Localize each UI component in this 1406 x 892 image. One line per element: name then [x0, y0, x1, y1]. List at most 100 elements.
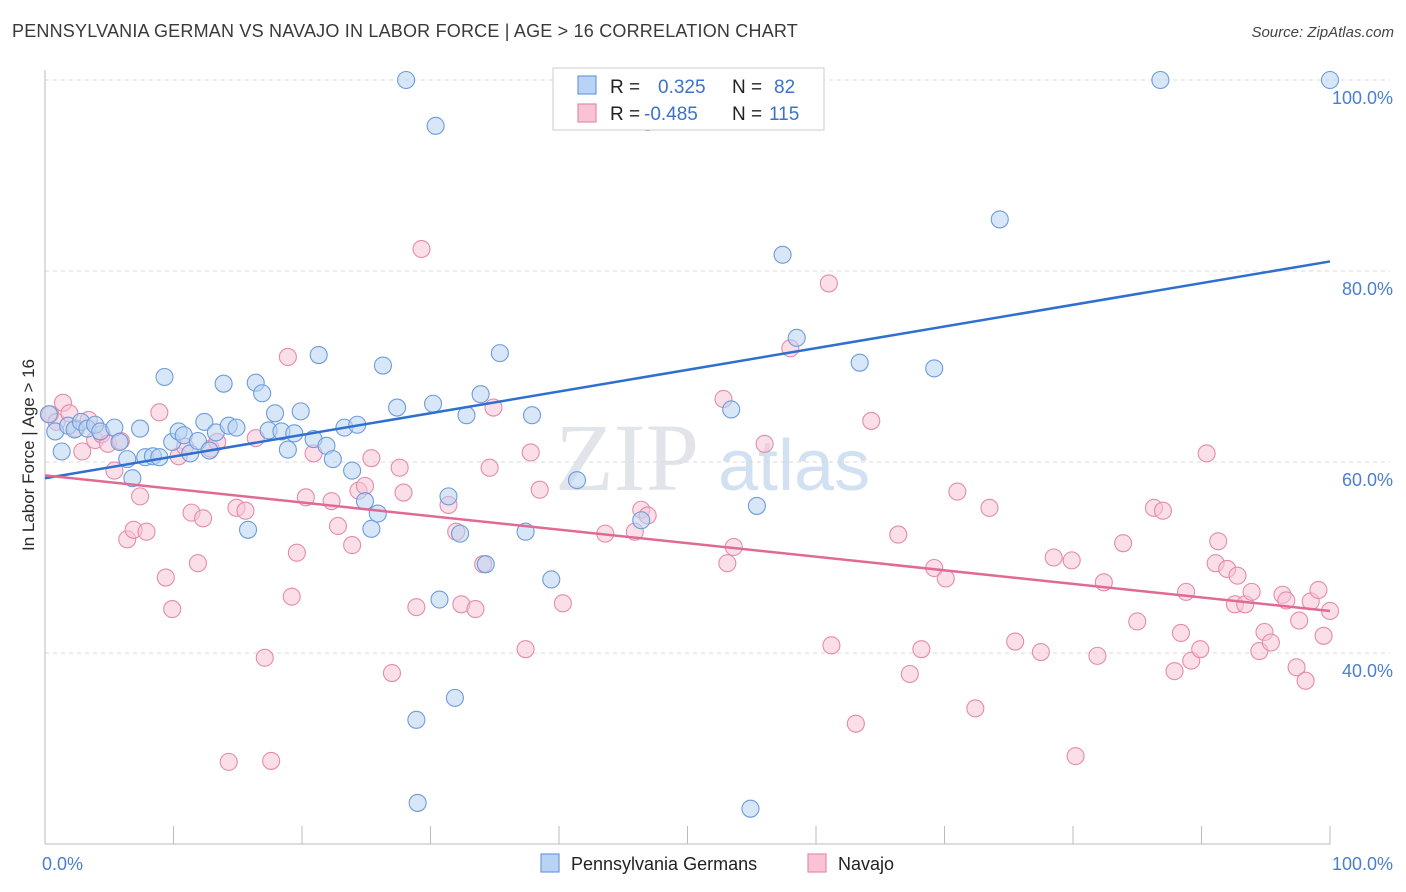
x-tick-labels: 0.0% 100.0% — [42, 854, 1393, 874]
point-pennsylvania-germans-61 — [476, 555, 495, 574]
point-navajo-58 — [553, 594, 572, 613]
point-navajo-41 — [355, 476, 375, 495]
point-navajo-28 — [236, 501, 255, 520]
point-navajo-32 — [278, 347, 297, 367]
point-navajo-31 — [262, 751, 281, 770]
point-navajo-84 — [1066, 747, 1085, 766]
point-pennsylvania-germans-73 — [773, 245, 792, 264]
point-navajo-69 — [822, 636, 841, 655]
point-navajo-81 — [1031, 642, 1050, 662]
axes — [44, 70, 1331, 845]
point-pennsylvania-germans-45 — [355, 492, 375, 511]
point-pennsylvania-germans-55 — [430, 590, 449, 609]
point-navajo-18 — [163, 600, 182, 619]
point-pennsylvania-germans-70 — [722, 400, 741, 419]
point-navajo-26 — [219, 752, 238, 771]
point-navajo-93 — [1177, 582, 1196, 601]
point-navajo-5 — [73, 442, 92, 461]
point-navajo-96 — [1197, 444, 1216, 463]
point-pennsylvania-germans-48 — [373, 356, 393, 375]
stats-r-value-1: -0.485 — [644, 104, 698, 125]
point-pennsylvania-germans-29 — [238, 520, 258, 539]
stats-legend: R = 0.325 N = 82 R = -0.485 N = 115 — [552, 67, 825, 131]
point-pennsylvania-germans-26 — [214, 374, 233, 393]
y-tick-label-40: 40.0% — [1342, 661, 1393, 681]
stats-r-label-0: R = — [610, 77, 640, 98]
trend-line-navajo — [44, 474, 1331, 613]
point-navajo-23 — [194, 509, 213, 528]
y-tick-label-60: 60.0% — [1342, 470, 1393, 490]
point-navajo-103 — [1242, 582, 1261, 601]
point-navajo-22 — [188, 554, 207, 573]
watermark-zip: ZIP — [555, 404, 699, 511]
y-axis-label: In Labor Force | Age > 16 — [19, 359, 38, 551]
point-navajo-46 — [407, 598, 426, 617]
point-navajo-85 — [1088, 646, 1107, 665]
point-pennsylvania-germans-49 — [388, 398, 407, 417]
point-navajo-44 — [390, 458, 409, 477]
point-navajo-113 — [1309, 580, 1328, 600]
point-navajo-82 — [1044, 548, 1063, 567]
point-pennsylvania-germans-31 — [253, 384, 272, 403]
point-navajo-47 — [412, 239, 431, 259]
point-pennsylvania-germans-64 — [522, 406, 542, 425]
point-navajo-55 — [516, 640, 535, 659]
point-pennsylvania-germans-37 — [291, 402, 310, 421]
point-navajo-53 — [480, 458, 499, 477]
point-navajo-90 — [1153, 501, 1172, 520]
point-navajo-34 — [287, 543, 306, 562]
legend-swatch-navajo — [807, 853, 827, 873]
point-pennsylvania-germans-77 — [990, 210, 1009, 229]
point-navajo-79 — [980, 498, 999, 517]
point-pennsylvania-germans-2 — [52, 442, 71, 461]
watermark: ZIP atlas — [555, 404, 870, 511]
point-pennsylvania-germans-28 — [227, 418, 246, 437]
point-navajo-80 — [1006, 632, 1025, 651]
point-pennsylvania-germans-43 — [343, 461, 362, 480]
point-pennsylvania-germans-17 — [155, 367, 174, 387]
watermark-atlas: atlas — [718, 426, 870, 506]
point-pennsylvania-germans-33 — [265, 404, 285, 423]
point-navajo-64 — [718, 554, 737, 573]
point-navajo-33 — [282, 587, 301, 606]
point-navajo-111 — [1296, 671, 1315, 690]
point-navajo-72 — [889, 525, 908, 544]
point-navajo-91 — [1165, 662, 1184, 681]
point-pennsylvania-germans-36 — [285, 424, 304, 443]
legend-label-pennsylvania-germans: Pennsylvania Germans — [571, 854, 757, 874]
point-pennsylvania-germans-12 — [123, 469, 142, 488]
point-pennsylvania-germans-53 — [424, 394, 443, 413]
point-pennsylvania-germans-46 — [362, 519, 381, 538]
y-tick-labels: 40.0% 60.0% 80.0% 100.0% — [1332, 88, 1393, 681]
point-navajo-39 — [343, 536, 362, 555]
x-tick-label-100: 100.0% — [1332, 854, 1393, 874]
point-navajo-38 — [328, 516, 348, 536]
point-navajo-51 — [466, 600, 485, 619]
point-navajo-30 — [255, 648, 274, 667]
stats-r-value-0: 0.325 — [658, 77, 706, 98]
point-navajo-114 — [1314, 626, 1333, 645]
point-pennsylvania-germans-39 — [309, 345, 328, 365]
stats-n-value-0: 82 — [774, 77, 795, 98]
point-navajo-76 — [936, 569, 955, 588]
point-navajo-71 — [862, 411, 881, 430]
point-navajo-83 — [1062, 551, 1081, 570]
grid-lines — [45, 79, 1390, 654]
point-navajo-88 — [1128, 612, 1147, 631]
point-navajo-109 — [1287, 658, 1306, 677]
y-tick-label-80: 80.0% — [1342, 279, 1393, 299]
point-navajo-98 — [1209, 532, 1228, 551]
point-navajo-17 — [156, 568, 175, 587]
point-pennsylvania-germans-66 — [567, 471, 587, 490]
point-navajo-74 — [912, 640, 931, 659]
point-navajo-101 — [1228, 566, 1247, 585]
point-pennsylvania-germans-60 — [471, 385, 490, 404]
point-pennsylvania-germans-65 — [542, 570, 561, 589]
point-pennsylvania-germans-54 — [426, 116, 445, 135]
point-navajo-43 — [382, 664, 402, 683]
point-pennsylvania-germans-75 — [850, 353, 869, 372]
x-tick-label-0: 0.0% — [42, 854, 83, 874]
point-navajo-95 — [1191, 640, 1210, 659]
chart-title: PENNSYLVANIA GERMAN VS NAVAJO IN LABOR F… — [12, 21, 798, 41]
stats-n-label-0: N = — [732, 77, 762, 98]
